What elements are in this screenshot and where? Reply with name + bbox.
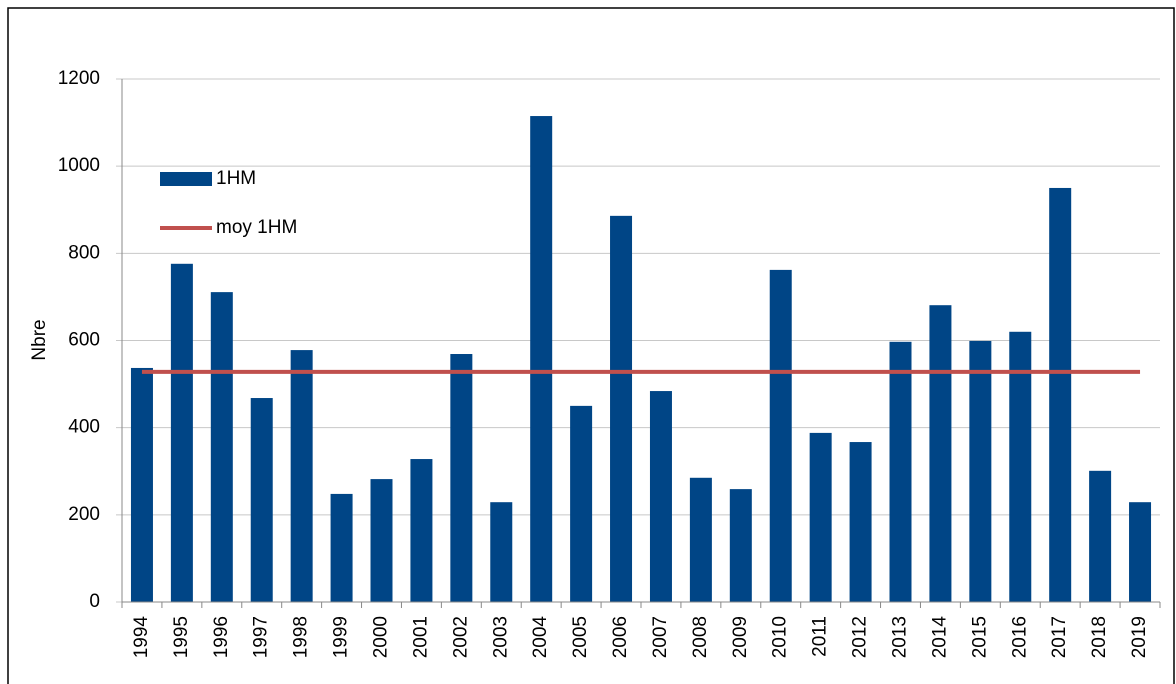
bar [450, 354, 473, 602]
x-tick-label: 2015 [969, 616, 990, 658]
x-tick-label: 1995 [171, 616, 192, 658]
bar [1009, 331, 1032, 602]
x-tick-label: 1999 [331, 616, 352, 658]
bar [130, 367, 153, 602]
legend-swatch [160, 172, 212, 186]
x-tick-label: 2007 [650, 616, 671, 658]
bar [210, 292, 233, 602]
bar [570, 405, 593, 602]
x-tick-label: 2018 [1089, 616, 1110, 658]
bar [410, 459, 433, 602]
x-tick-label: 2003 [490, 616, 511, 658]
x-tick-label: 2016 [1009, 616, 1030, 658]
bar [1089, 470, 1112, 602]
bar [370, 479, 393, 602]
bar [969, 340, 992, 602]
y-tick-label: 600 [68, 330, 100, 351]
legend-label: 1HM [216, 168, 256, 189]
bar [490, 502, 513, 602]
x-tick-label: 2002 [450, 616, 471, 658]
y-tick-label: 1000 [58, 155, 100, 176]
bar [849, 442, 872, 602]
y-tick-label: 400 [68, 417, 100, 438]
x-tick-label: 2005 [570, 616, 591, 658]
y-axis-label: Nbre [29, 319, 50, 360]
x-tick-label: 2004 [530, 616, 551, 659]
x-tick-label: 2008 [690, 616, 711, 658]
legend-label: moy 1HM [216, 217, 297, 238]
x-tick-label: 1994 [131, 616, 152, 659]
bar [729, 489, 752, 602]
x-tick-label: 2009 [730, 616, 751, 658]
bar [889, 341, 912, 602]
bar [610, 215, 633, 602]
x-tick-label: 2010 [770, 616, 791, 658]
x-tick-label: 2011 [810, 616, 831, 657]
x-tick-label: 2012 [850, 616, 871, 658]
bar [330, 493, 353, 602]
x-tick-label: 2001 [410, 616, 431, 658]
x-tick-label: 2014 [929, 616, 950, 659]
y-tick-label: 200 [68, 504, 100, 525]
bar [929, 305, 952, 602]
bar [530, 116, 553, 602]
bar [290, 350, 313, 602]
bar [809, 432, 832, 602]
bar [250, 398, 273, 602]
bar [170, 263, 193, 602]
bar [649, 391, 672, 602]
y-tick-label: 1200 [58, 68, 100, 89]
bar [769, 269, 792, 602]
bar [1129, 502, 1152, 602]
x-tick-label: 2017 [1049, 616, 1070, 658]
x-tick-label: 2019 [1129, 616, 1150, 658]
y-tick-label: 0 [89, 591, 100, 612]
x-tick-label: 2013 [890, 616, 911, 658]
bar [1049, 187, 1072, 603]
bar [689, 477, 712, 602]
x-tick-label: 1998 [291, 616, 312, 658]
x-tick-label: 1996 [211, 616, 232, 658]
x-tick-label: 2006 [610, 616, 631, 658]
x-tick-label: 1997 [251, 616, 272, 658]
y-tick-label: 800 [68, 242, 100, 263]
x-tick-label: 2000 [371, 616, 392, 658]
